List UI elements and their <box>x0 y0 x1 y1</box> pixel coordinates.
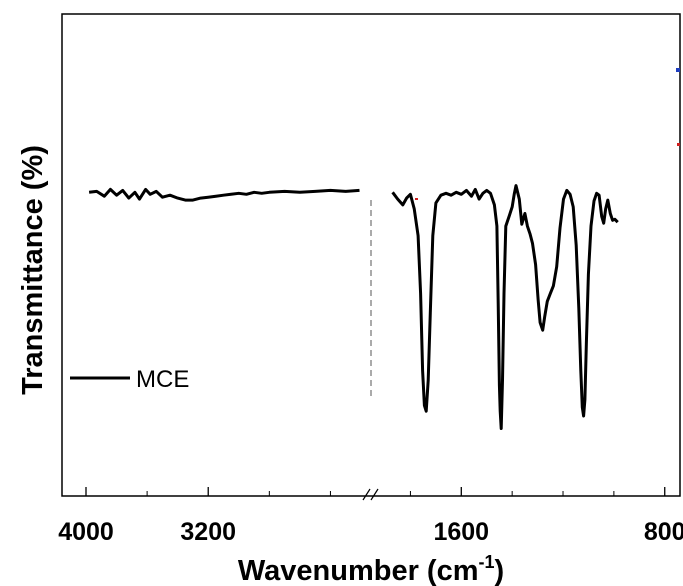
x-tick-labels: 4000 3200 1600 800 <box>58 518 683 546</box>
x-axis-ticks <box>85 487 666 496</box>
axis-break-mark-left <box>362 488 371 501</box>
x-axis-title-close: ) <box>495 555 505 586</box>
x-tick-label: 1600 <box>433 518 489 546</box>
x-axis-title-main: Wavenumber (cm <box>238 555 479 586</box>
x-tick-label: 3200 <box>180 518 236 546</box>
axis-break-mark-right <box>370 488 379 501</box>
x-tick-label: 800 <box>644 518 683 546</box>
peak-marker-red <box>415 198 418 200</box>
axis-break-marks <box>362 488 379 501</box>
series-line-mce-segment-1 <box>391 184 619 430</box>
legend: MCE <box>70 366 189 393</box>
x-axis-title: Wavenumber (cm-1) <box>238 552 504 586</box>
edge-marker-blue <box>676 68 680 72</box>
legend-label-mce: MCE <box>136 366 189 393</box>
series-line-mce-segment-0 <box>88 187 360 202</box>
x-axis-title-superscript: -1 <box>478 552 494 572</box>
plot-frame <box>61 13 681 497</box>
y-axis-title: Transmittance (%) <box>17 145 49 395</box>
series-layer <box>88 184 619 430</box>
x-tick-label: 4000 <box>58 518 114 546</box>
edge-marker-red <box>677 143 680 146</box>
